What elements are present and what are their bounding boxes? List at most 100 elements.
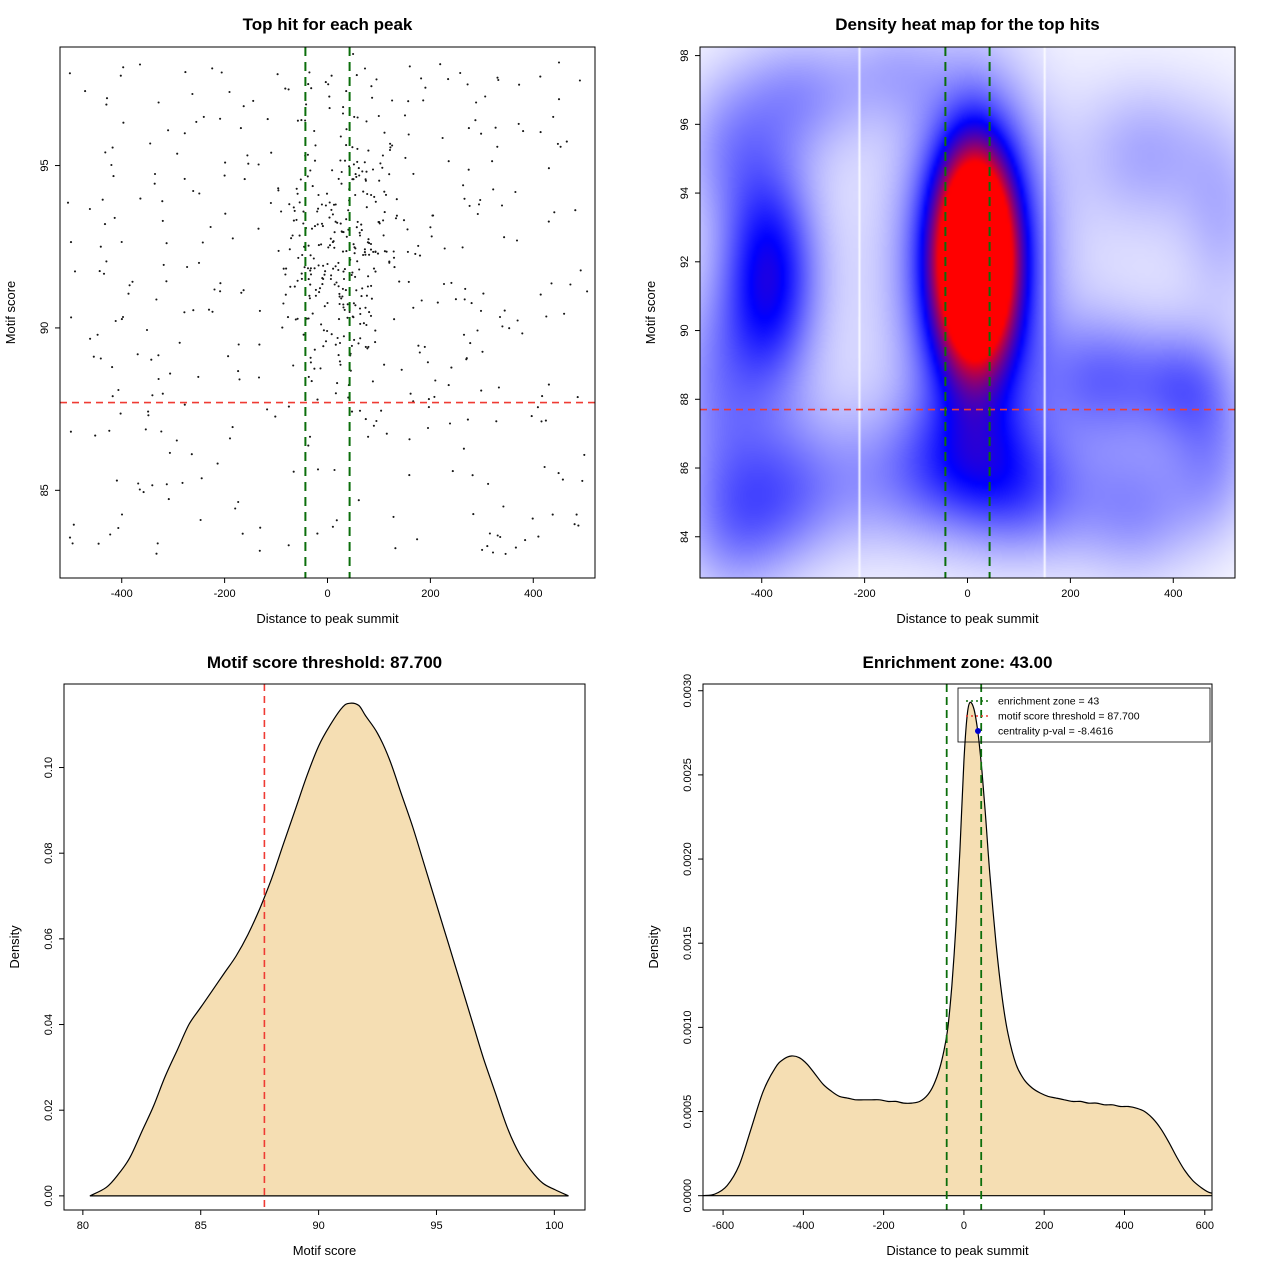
scatter-point <box>358 268 361 271</box>
scatter-point <box>364 179 367 182</box>
scatter-point <box>198 192 201 195</box>
scatter-point <box>450 366 453 369</box>
scatter-point <box>357 499 360 502</box>
scatter-point <box>463 197 466 200</box>
scatter-point <box>516 319 519 322</box>
scatter-point <box>442 282 446 286</box>
scatter-point <box>227 355 230 358</box>
scatter-point <box>374 270 377 273</box>
scatter-point <box>117 526 120 530</box>
scatter-point <box>368 253 371 256</box>
scatter-point <box>481 350 484 353</box>
scatter-point <box>224 212 227 215</box>
scatter-point <box>330 274 333 277</box>
scatter-point <box>153 182 156 185</box>
y-tick-label: 86 <box>679 462 691 474</box>
scatter-point <box>459 71 462 75</box>
scatter-point <box>418 254 422 257</box>
scatter-point <box>157 377 160 381</box>
scatter-point <box>328 216 331 219</box>
scatter-point <box>120 240 123 244</box>
scatter-point <box>371 96 374 99</box>
scatter-point <box>237 370 240 373</box>
scatter-point <box>389 146 392 149</box>
scatter-point <box>351 271 354 274</box>
scatter-point <box>70 316 73 319</box>
scatter-point <box>320 222 324 225</box>
scatter-point <box>68 536 72 539</box>
scatter-point <box>313 225 317 228</box>
scatter-point <box>119 74 122 77</box>
scatter-point <box>497 386 500 389</box>
scatter-point <box>317 244 320 247</box>
scatter-point <box>313 367 316 370</box>
scatter-point <box>161 219 164 222</box>
scatter-point <box>211 67 214 70</box>
scatter-point <box>581 479 584 482</box>
scatter-point <box>333 283 336 286</box>
scatter-point <box>357 342 360 345</box>
scatter-point <box>388 148 392 152</box>
scatter-point <box>71 542 74 545</box>
scatter-point <box>329 277 332 281</box>
scatter-point <box>150 358 153 361</box>
scatter-point <box>97 542 100 545</box>
scatter-point <box>224 161 227 164</box>
scatter-point <box>381 154 384 157</box>
scatter-point <box>332 267 335 270</box>
scatter-point <box>417 344 420 347</box>
scatter-point <box>522 130 525 133</box>
scatter-point <box>367 149 370 152</box>
scatter-point <box>277 189 280 192</box>
scatter-point <box>338 295 341 298</box>
y-axis-label: Motif score <box>643 281 658 345</box>
scatter-point <box>416 538 419 541</box>
scatter-point <box>394 547 397 550</box>
scatter-point <box>358 174 361 177</box>
scatter-point <box>406 250 409 253</box>
scatter-point <box>342 106 345 109</box>
scatter-point <box>537 535 540 538</box>
scatter-point <box>372 424 375 427</box>
panel-motif-score-density: 80 85 90 95 100 0.00 0.02 0.04 0.06 0.08 0.10 Motif… <box>0 640 640 1280</box>
scatter-point <box>197 375 200 378</box>
scatter-point <box>308 294 311 297</box>
scatter-point <box>551 513 554 516</box>
scatter-point <box>313 159 317 162</box>
scatter-point <box>167 129 170 132</box>
y-axis-label: Density <box>7 925 22 969</box>
scatter-point <box>317 193 320 197</box>
scatter-point <box>354 275 357 278</box>
scatter-point <box>426 361 429 364</box>
scatter-point <box>372 250 375 253</box>
scatter-point <box>161 200 164 203</box>
scatter-point <box>108 429 111 432</box>
scatter-point <box>356 160 359 163</box>
scatter-point <box>307 83 310 86</box>
scatter-point <box>499 535 502 539</box>
scatter-point <box>334 343 337 346</box>
scatter-point <box>340 182 343 185</box>
x-tick-label: 100 <box>545 1220 563 1232</box>
scatter-point <box>109 533 112 536</box>
scatter-point <box>392 515 395 518</box>
scatter-point <box>496 76 499 79</box>
scatter-point <box>481 548 484 551</box>
scatter-point <box>333 246 336 249</box>
scatter-point <box>72 523 75 526</box>
scatter-point <box>412 172 415 175</box>
scatter-point <box>165 483 168 486</box>
x-axis-label: Distance to peak summit <box>896 611 1039 626</box>
scatter-point <box>337 261 340 264</box>
scatter-point <box>302 222 305 225</box>
scatter-point <box>122 121 125 124</box>
scatter-point <box>345 250 348 253</box>
scatter-point <box>462 184 465 187</box>
x-tick-label: 95 <box>430 1220 442 1232</box>
scatter-point <box>92 355 95 358</box>
scatter-point <box>578 79 581 82</box>
scatter-point <box>219 282 222 285</box>
scatter-point <box>508 327 511 330</box>
scatter-point <box>105 103 108 106</box>
x-tick-label: 200 <box>1061 588 1079 600</box>
